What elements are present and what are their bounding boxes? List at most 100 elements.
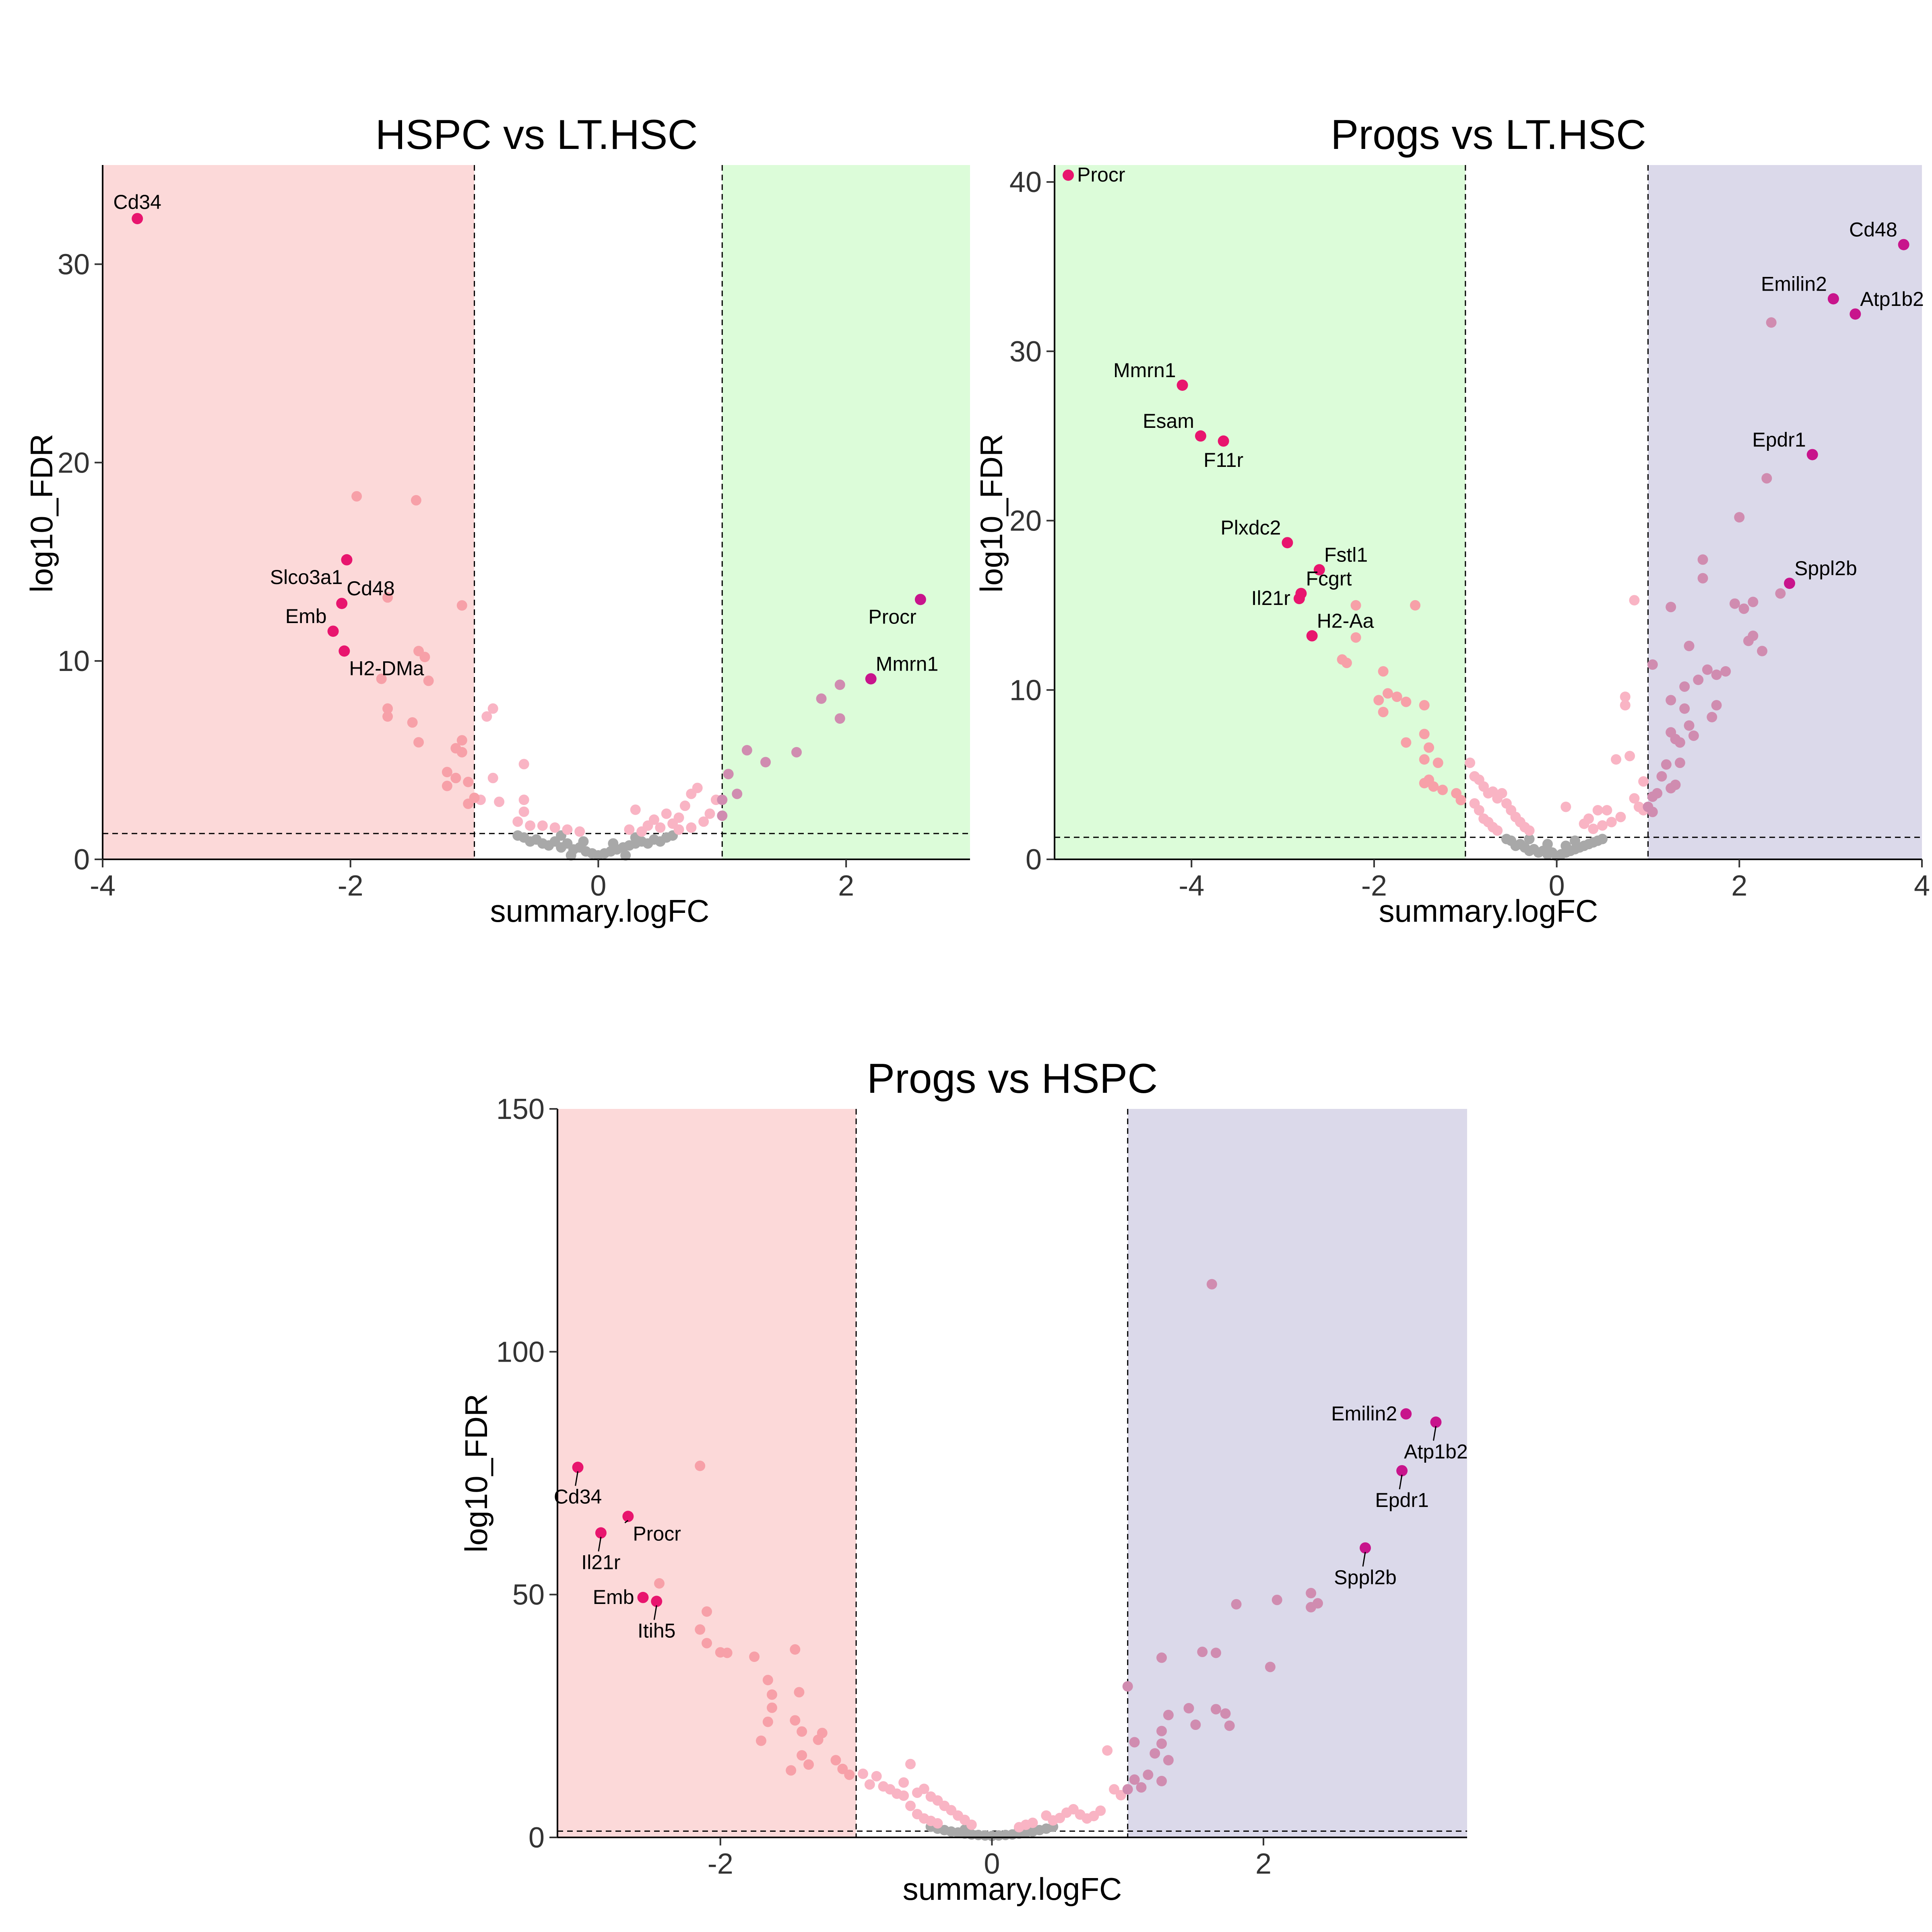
highlighted-gene-point bbox=[572, 1461, 584, 1473]
gene-label: Procr bbox=[868, 605, 916, 628]
significant-point bbox=[766, 1689, 777, 1700]
significant-point bbox=[1697, 573, 1708, 584]
significant-point bbox=[456, 735, 467, 746]
highlighted-gene-point bbox=[595, 1527, 607, 1539]
significant-point bbox=[723, 769, 734, 780]
significant-point bbox=[1382, 688, 1393, 699]
significant-point bbox=[813, 1734, 824, 1745]
significant-point bbox=[1391, 691, 1402, 702]
highlighted-gene-point bbox=[1400, 1408, 1412, 1420]
significant-point bbox=[797, 1750, 807, 1761]
nonsig-point bbox=[566, 850, 576, 861]
highlighted-gene-point bbox=[327, 625, 339, 637]
low-fc-point bbox=[1629, 793, 1640, 804]
significant-point bbox=[1410, 600, 1421, 611]
nonsig-point bbox=[1560, 840, 1571, 851]
gene-label: Cd34 bbox=[554, 1486, 602, 1508]
low-fc-point bbox=[636, 826, 647, 837]
x-tick-label: 2 bbox=[1731, 870, 1747, 902]
significant-point bbox=[1666, 695, 1676, 706]
gene-label: Epdr1 bbox=[1375, 1489, 1428, 1511]
gene-label: Epdr1 bbox=[1752, 428, 1806, 451]
significant-point bbox=[442, 780, 452, 791]
significant-point bbox=[741, 745, 752, 755]
low-fc-point bbox=[1524, 825, 1535, 836]
highlighted-gene-point bbox=[1430, 1416, 1442, 1428]
label-leader bbox=[653, 1605, 657, 1620]
nonsig-point bbox=[620, 850, 631, 861]
significant-point bbox=[790, 1644, 801, 1655]
low-fc-point bbox=[494, 797, 505, 807]
significant-point bbox=[1711, 700, 1722, 711]
low-fc-point bbox=[1602, 805, 1612, 815]
y-tick-label: 20 bbox=[1009, 505, 1042, 537]
low-fc-point bbox=[704, 808, 715, 819]
significant-point bbox=[695, 1460, 706, 1471]
highlighted-gene-point bbox=[1360, 1542, 1371, 1554]
significant-point bbox=[1428, 781, 1439, 792]
significant-point bbox=[1206, 1279, 1217, 1290]
significant-point bbox=[1378, 706, 1389, 717]
x-tick-label: 0 bbox=[1549, 870, 1565, 902]
low-fc-point bbox=[898, 1777, 909, 1788]
gene-label: Il21r bbox=[1251, 587, 1290, 609]
significant-point bbox=[1688, 730, 1699, 741]
gene-label: Cd48 bbox=[1849, 219, 1897, 241]
significant-point bbox=[413, 737, 424, 748]
x-tick-label: 2 bbox=[838, 870, 854, 902]
low-fc-point bbox=[1474, 805, 1484, 815]
significant-point bbox=[844, 1769, 855, 1780]
low-fc-point bbox=[512, 816, 523, 827]
significant-point bbox=[1163, 1709, 1174, 1720]
significant-point bbox=[351, 491, 362, 502]
shaded-region bbox=[1127, 1109, 1467, 1837]
low-fc-point bbox=[630, 804, 641, 815]
low-fc-point bbox=[487, 703, 498, 714]
gene-label: F11r bbox=[1203, 449, 1243, 471]
low-fc-point bbox=[1624, 751, 1635, 762]
gene-label: H2-Aa bbox=[1317, 610, 1374, 632]
low-fc-point bbox=[1615, 811, 1626, 822]
significant-point bbox=[1711, 669, 1722, 680]
significant-point bbox=[411, 495, 421, 506]
nonsig-point bbox=[1542, 839, 1553, 850]
gene-label: Plxdc2 bbox=[1220, 516, 1281, 539]
gene-label: Atp1b2 bbox=[1860, 288, 1924, 310]
significant-point bbox=[834, 713, 845, 724]
highlighted-gene-point bbox=[914, 594, 926, 605]
significant-point bbox=[442, 767, 452, 778]
significant-point bbox=[1210, 1704, 1221, 1715]
highlighted-gene-point bbox=[1306, 630, 1318, 642]
significant-point bbox=[1419, 700, 1430, 711]
y-tick-label: 0 bbox=[1026, 844, 1042, 876]
significant-point bbox=[1679, 703, 1690, 714]
significant-point bbox=[1432, 758, 1443, 768]
shaded-region bbox=[1055, 165, 1466, 859]
highlighted-gene-point bbox=[1177, 379, 1188, 391]
significant-point bbox=[382, 703, 393, 714]
highlighted-gene-point bbox=[622, 1511, 634, 1522]
significant-point bbox=[1684, 640, 1695, 651]
x-tick-label: -4 bbox=[90, 870, 116, 902]
low-fc-point bbox=[537, 820, 548, 831]
significant-point bbox=[382, 711, 393, 722]
label-leader bbox=[1432, 1426, 1437, 1441]
highlighted-gene-point bbox=[651, 1596, 663, 1607]
significant-point bbox=[1156, 1738, 1167, 1749]
y-tick-label: 30 bbox=[58, 248, 90, 281]
highlighted-gene-point bbox=[1849, 308, 1861, 320]
significant-point bbox=[1766, 317, 1777, 328]
significant-point bbox=[654, 1578, 665, 1589]
low-fc-point bbox=[1095, 1805, 1106, 1816]
low-fc-point bbox=[655, 822, 666, 833]
gene-label: Sppl2b bbox=[1334, 1566, 1397, 1589]
low-fc-point bbox=[905, 1759, 916, 1769]
significant-point bbox=[786, 1765, 797, 1776]
highlighted-gene-point bbox=[1218, 435, 1229, 447]
gene-label: Fcgrt bbox=[1306, 567, 1352, 590]
significant-point bbox=[1210, 1647, 1221, 1658]
significant-point bbox=[1156, 1652, 1167, 1663]
gene-label: Procr bbox=[633, 1522, 681, 1545]
